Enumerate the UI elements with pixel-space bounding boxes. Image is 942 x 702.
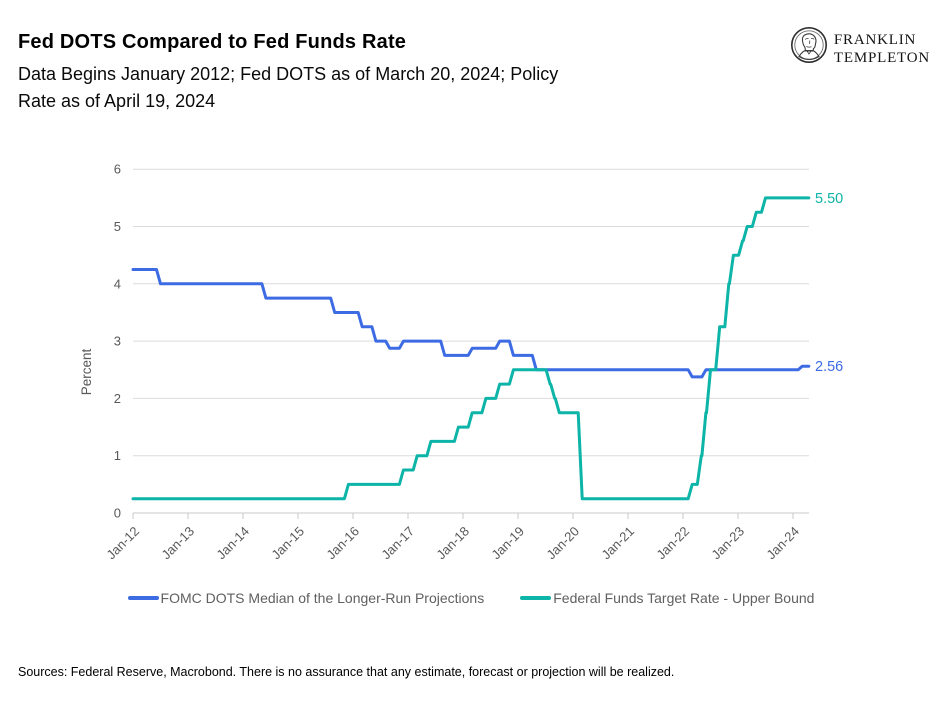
franklin-templeton-logo: FRANKLIN TEMPLETON — [789, 26, 930, 71]
series-line-1 — [131, 196, 811, 501]
x-tick-label: Jan-16 — [323, 524, 362, 563]
x-tick-label: Jan-24 — [763, 524, 802, 563]
y-tick-label: 1 — [114, 448, 121, 463]
x-tick-label: Jan-22 — [653, 524, 692, 563]
series-end-value-label: 2.56 — [815, 359, 843, 375]
y-axis-title: Percent — [79, 348, 94, 395]
y-tick-label: 3 — [114, 334, 121, 349]
chart-legend: FOMC DOTS Median of the Longer-Run Proje… — [0, 590, 942, 606]
legend-item-0: FOMC DOTS Median of the Longer-Run Proje… — [127, 590, 485, 606]
x-tick-label: Jan-20 — [543, 524, 582, 563]
chart-subtitle: Data Begins January 2012; Fed DOTS as of… — [18, 61, 558, 115]
chart-svg: 0 1 2 3 4 5 6 Percent Jan-12 Jan-13 Jan-14 Jan-15 Ja… — [79, 162, 843, 563]
sources-note: Sources: Federal Reserve, Macrobond. The… — [18, 665, 675, 679]
x-tick-label: Jan-14 — [213, 524, 252, 563]
y-tick-label: 6 — [114, 162, 121, 177]
logo-line-2: TEMPLETON — [833, 49, 930, 66]
x-tick-label: Jan-13 — [158, 524, 197, 563]
legend-label: FOMC DOTS Median of the Longer-Run Proje… — [160, 590, 485, 606]
x-tick-label: Jan-21 — [598, 524, 637, 563]
series-end-value-label: 5.50 — [815, 191, 843, 207]
y-tick-label: 4 — [114, 276, 121, 291]
legend-swatch-icon — [127, 596, 159, 600]
series-line-0 — [131, 268, 811, 379]
subtitle-line-1: Data Begins January 2012; Fed DOTS as of… — [18, 64, 559, 84]
legend-item-1: Federal Funds Target Rate - Upper Bound — [520, 590, 814, 606]
subtitle-line-2: Rate as of April 19, 2024 — [18, 91, 216, 111]
chart-title: Fed DOTS Compared to Fed Funds Rate — [18, 31, 407, 53]
x-tick-label: Jan-17 — [378, 524, 417, 563]
y-tick-label: 5 — [114, 219, 121, 234]
y-tick-label: 0 — [114, 506, 121, 521]
x-tick-label: Jan-23 — [708, 524, 747, 563]
logo-line-1: FRANKLIN — [833, 31, 917, 48]
x-tick-label: Jan-18 — [433, 524, 472, 563]
x-tick-label: Jan-12 — [103, 524, 142, 563]
ben-franklin-portrait-icon — [789, 26, 829, 71]
legend-label: Federal Funds Target Rate - Upper Bound — [553, 590, 815, 606]
legend-swatch-icon — [520, 596, 552, 600]
y-tick-label: 2 — [114, 391, 121, 406]
x-tick-label: Jan-15 — [268, 524, 307, 563]
logo-wordmark: FRANKLIN TEMPLETON — [834, 31, 930, 67]
x-tick-label: Jan-19 — [488, 524, 527, 563]
